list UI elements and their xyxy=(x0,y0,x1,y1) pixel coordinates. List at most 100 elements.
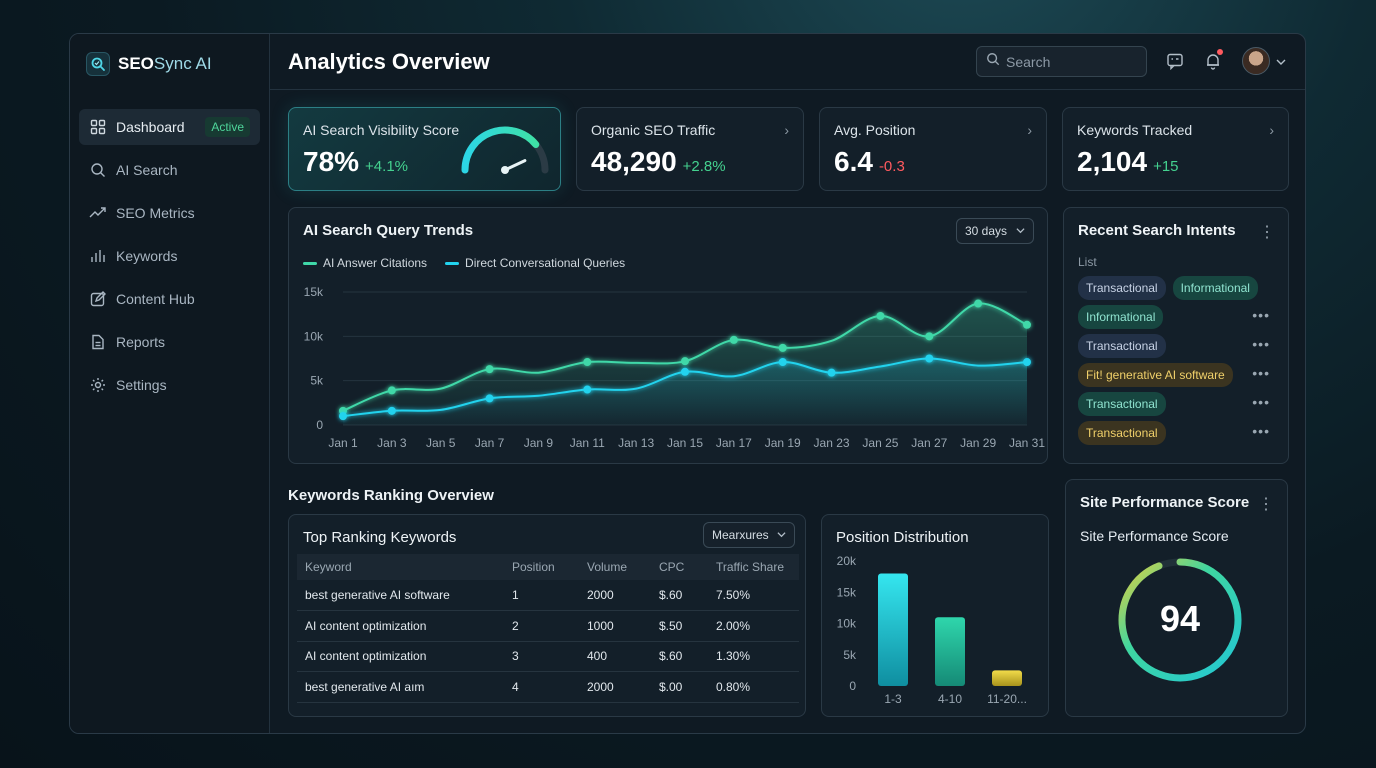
legend-item[interactable]: Direct Conversational Queries xyxy=(445,256,625,270)
bell-icon[interactable] xyxy=(1203,49,1223,71)
cell: 1000 xyxy=(579,610,651,642)
kpi-card-keywords-tracked[interactable]: Keywords Tracked 2,104 +15 › xyxy=(1062,107,1289,191)
table-row[interactable]: AI content optimization 2 1000 $.50 2.00… xyxy=(297,610,799,642)
avatar[interactable] xyxy=(1242,47,1270,75)
data-point[interactable] xyxy=(485,365,494,374)
more-icon[interactable]: ••• xyxy=(1252,423,1270,439)
more-icon[interactable]: ⋮ xyxy=(1258,496,1274,513)
table-row[interactable]: best generative AI aım 4 2000 $.00 0.80% xyxy=(297,671,799,703)
edit-icon xyxy=(89,290,107,308)
data-point[interactable] xyxy=(876,311,885,320)
sidebar-item-keywords[interactable]: Keywords xyxy=(79,238,260,274)
data-point[interactable] xyxy=(681,367,689,376)
kpi-card-organic-traffic[interactable]: Organic SEO Traffic 48,290 +2.8% › xyxy=(576,107,804,191)
data-point[interactable] xyxy=(925,354,934,363)
sidebar-item-dashboard[interactable]: Dashboard Active xyxy=(79,109,260,145)
sidebar-item-label: Keywords xyxy=(116,248,178,264)
cell: 2.00% xyxy=(708,610,799,642)
more-icon[interactable]: ••• xyxy=(1252,394,1270,410)
y-tick-label: 10k xyxy=(304,329,324,343)
chevron-right-icon: › xyxy=(1027,122,1032,138)
data-point[interactable] xyxy=(778,343,787,352)
search-icon xyxy=(986,52,1000,71)
cell: 2000 xyxy=(579,580,651,611)
sidebar-item-label: Reports xyxy=(116,334,166,350)
brand[interactable]: SEOSync AI xyxy=(79,48,260,80)
data-point[interactable] xyxy=(778,358,787,367)
sidebar-item-content-hub[interactable]: Content Hub xyxy=(79,281,260,317)
data-point[interactable] xyxy=(681,357,689,366)
measures-dropdown[interactable]: Mearxures xyxy=(703,522,795,548)
more-icon[interactable]: ••• xyxy=(1252,365,1270,381)
chat-icon[interactable] xyxy=(1165,51,1185,71)
more-icon[interactable]: ⋮ xyxy=(1259,224,1275,241)
chart-legend: AI Answer Citations Direct Conversationa… xyxy=(303,256,625,270)
column-header[interactable]: Traffic Share xyxy=(708,554,799,580)
table-row[interactable]: AI content optimization 3 400 $.60 1.30% xyxy=(297,641,799,672)
x-tick-label: Jan 7 xyxy=(475,436,505,450)
intent-pill[interactable]: Transactional xyxy=(1078,276,1166,300)
sidebar: SEOSync AI Dashboard Active AI Search SE… xyxy=(70,34,270,733)
position-distribution-card: Position Distribution 0 5k 10k 15k 20k 1-3 4-1… xyxy=(821,514,1049,717)
intents-title: Recent Search Intents xyxy=(1078,222,1236,239)
data-point[interactable] xyxy=(827,368,836,377)
cell: 2 xyxy=(504,610,579,642)
bar[interactable] xyxy=(878,573,908,687)
intent-pill[interactable]: Informational xyxy=(1078,305,1164,329)
data-point[interactable] xyxy=(583,385,592,394)
intent-pill[interactable]: Transactional xyxy=(1078,334,1166,358)
app-window: SEOSync AI Dashboard Active AI Search SE… xyxy=(69,33,1306,734)
kpi-label: Organic SEO Traffic xyxy=(591,122,716,138)
search-input[interactable] xyxy=(1006,53,1136,70)
cell: 400 xyxy=(579,641,651,672)
cell: AI content optimization xyxy=(297,610,504,642)
cell: 2000 xyxy=(579,671,651,703)
main-content: Analytics Overview AI Search Visibility … xyxy=(270,34,1305,733)
data-point[interactable] xyxy=(387,386,396,395)
cell: AI content optimization xyxy=(297,641,504,672)
kpi-card-avg-position[interactable]: Avg. Position 6.4 -0.3 › xyxy=(819,107,1047,191)
search-box[interactable] xyxy=(976,46,1147,77)
chevron-down-icon xyxy=(1016,224,1025,238)
trend-chart: 0 5k 10k 15k Jan 1 Jan 3 Jan 5 Jan 7 Jan 9 Jan 11… xyxy=(304,285,1046,450)
y-tick-label: 0 xyxy=(316,418,323,432)
sidebar-item-reports[interactable]: Reports xyxy=(79,324,260,360)
data-point[interactable] xyxy=(339,412,347,421)
intent-pill[interactable]: Transactional xyxy=(1078,392,1166,416)
sidebar-item-ai-search[interactable]: AI Search xyxy=(79,152,260,188)
chevron-down-icon[interactable] xyxy=(1276,54,1286,72)
data-point[interactable] xyxy=(387,406,396,415)
data-point[interactable] xyxy=(1023,320,1031,329)
notification-dot xyxy=(1217,49,1223,55)
x-tick-label: Jan 13 xyxy=(618,436,654,450)
data-point[interactable] xyxy=(974,299,983,308)
column-header[interactable]: Position xyxy=(504,554,579,580)
cell: 3 xyxy=(504,641,579,672)
legend-item[interactable]: AI Answer Citations xyxy=(303,256,427,270)
column-header[interactable]: Keyword xyxy=(297,554,504,580)
data-point[interactable] xyxy=(925,332,934,341)
range-dropdown[interactable]: 30 days xyxy=(956,218,1034,244)
data-point[interactable] xyxy=(485,394,494,403)
data-point[interactable] xyxy=(729,335,738,344)
column-header[interactable]: Volume xyxy=(579,554,651,580)
intent-pill[interactable]: Fit! generative AI software xyxy=(1078,363,1233,387)
bar[interactable] xyxy=(992,670,1022,686)
table-row[interactable]: best generative AI software 1 2000 $.60 … xyxy=(297,580,799,611)
distribution-chart: 0 5k 10k 15k 20k 1-3 4-10 11-20... xyxy=(837,554,1027,706)
document-icon xyxy=(89,333,107,351)
intent-pill[interactable]: Informational xyxy=(1172,276,1258,300)
list-label: List xyxy=(1078,255,1097,269)
data-point[interactable] xyxy=(1023,358,1031,367)
sidebar-item-seo-metrics[interactable]: SEO Metrics xyxy=(79,195,260,231)
kpi-label: Avg. Position xyxy=(834,122,916,138)
more-icon[interactable]: ••• xyxy=(1252,336,1270,352)
sidebar-item-settings[interactable]: Settings xyxy=(79,367,260,403)
data-point[interactable] xyxy=(583,358,592,367)
column-header[interactable]: CPC xyxy=(651,554,708,580)
more-icon[interactable]: ••• xyxy=(1252,307,1270,323)
bar[interactable] xyxy=(935,617,965,686)
intent-pill[interactable]: Transactional xyxy=(1078,421,1166,445)
kpi-card-visibility[interactable]: AI Search Visibility Score 78% +4.1% xyxy=(288,107,561,191)
kpi-delta: +15 xyxy=(1153,158,1179,175)
